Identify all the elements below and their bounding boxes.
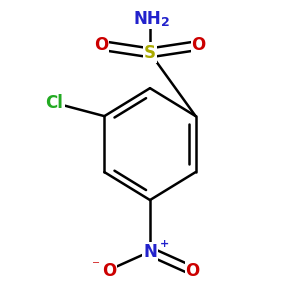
Text: O: O — [191, 37, 206, 55]
Text: ⁻: ⁻ — [92, 258, 100, 273]
Text: +: + — [160, 239, 169, 249]
Text: O: O — [102, 262, 116, 280]
Text: S: S — [144, 44, 156, 62]
Text: NH: NH — [133, 10, 161, 28]
Text: O: O — [186, 262, 200, 280]
Text: Cl: Cl — [45, 94, 63, 112]
Text: O: O — [94, 37, 109, 55]
Text: 2: 2 — [161, 16, 170, 29]
Text: N: N — [143, 243, 157, 261]
